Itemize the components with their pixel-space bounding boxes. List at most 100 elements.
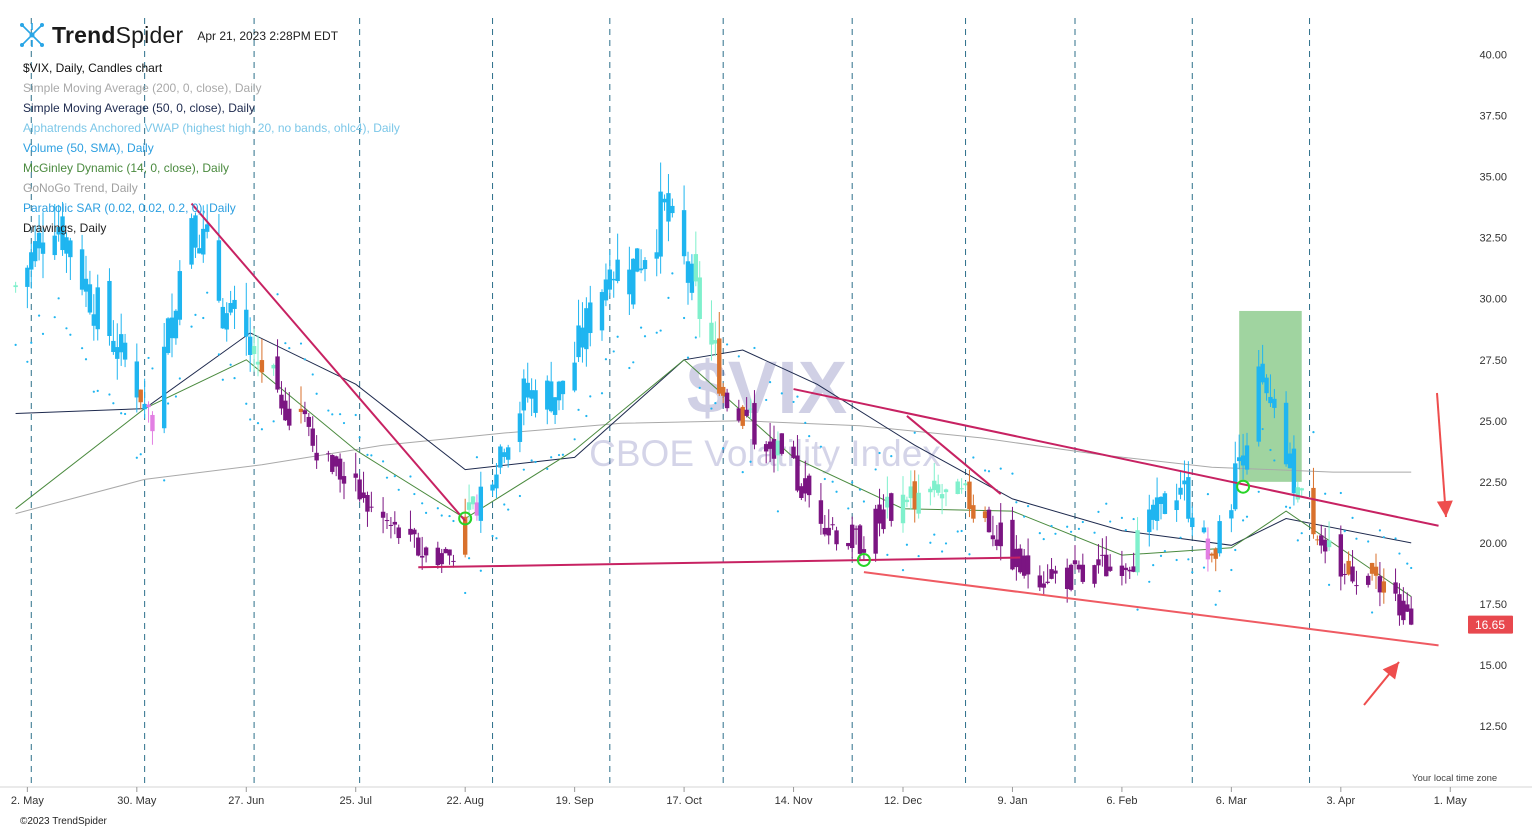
- candle-body: [165, 318, 171, 353]
- sar-dot: [686, 356, 690, 359]
- legend-item[interactable]: Simple Moving Average (200, 0, close), D…: [23, 81, 262, 95]
- x-tick-label: 9. Jan: [997, 795, 1027, 807]
- candle-body: [1264, 377, 1269, 394]
- y-tick-label: 30.00: [1479, 294, 1507, 306]
- candle-body: [204, 224, 210, 232]
- sar-dot: [901, 569, 905, 572]
- legend-item[interactable]: Parabolic SAR (0.02, 0.02, 0.2, 0), Dail…: [23, 201, 236, 215]
- candle-body: [552, 397, 558, 415]
- legend-item[interactable]: McGinley Dynamic (14, 0, close), Daily: [23, 161, 230, 175]
- candle-body: [693, 254, 699, 282]
- sar-dot: [1152, 564, 1155, 567]
- candle-body: [853, 528, 859, 530]
- candle-body: [68, 240, 73, 258]
- candle-body: [36, 232, 42, 249]
- candle-body: [572, 362, 577, 391]
- candle-body: [197, 248, 202, 254]
- candle-body: [283, 400, 288, 421]
- sar-dot: [1339, 491, 1342, 495]
- candle-body: [607, 269, 613, 290]
- sar-dot: [327, 409, 330, 412]
- candle-body: [380, 511, 386, 518]
- candle-body: [1393, 582, 1398, 594]
- sar-dot: [221, 378, 224, 381]
- candle-body: [767, 441, 773, 449]
- candle-body: [1408, 608, 1414, 625]
- trendline: [793, 388, 1439, 527]
- timezone-note[interactable]: Your local time zone: [1412, 773, 1498, 784]
- candle-body: [1045, 581, 1050, 583]
- sar-dot: [741, 471, 744, 474]
- sar-dot: [1284, 505, 1288, 508]
- sar-dot: [944, 542, 948, 545]
- candle-body: [1405, 604, 1410, 612]
- sar-dot: [659, 329, 662, 332]
- sar-dot: [507, 508, 510, 511]
- legend-item[interactable]: Alphatrends Anchored VWAP (highest high,…: [23, 121, 400, 135]
- candle-body: [916, 492, 921, 514]
- sar-dot: [1124, 528, 1127, 532]
- candle-body: [462, 516, 468, 555]
- sar-dot: [874, 468, 877, 471]
- sar-dot: [92, 390, 95, 393]
- sar-dot: [1011, 472, 1014, 475]
- candle-body: [1131, 566, 1136, 572]
- sar-dot: [123, 412, 127, 416]
- candle-body: [959, 488, 964, 490]
- candle-body: [13, 285, 18, 288]
- candle-body: [971, 505, 976, 519]
- copyright: ©2023 TrendSpider: [20, 816, 107, 827]
- candle-body: [494, 474, 499, 489]
- legend-item[interactable]: Simple Moving Average (50, 0, close), Da…: [23, 101, 255, 115]
- x-tick-label: 19. Sep: [556, 795, 594, 807]
- watermark-symbol: $VIX: [687, 346, 847, 429]
- sar-dot: [768, 380, 772, 384]
- candle-body: [685, 261, 691, 283]
- sar-dot: [1257, 490, 1260, 493]
- sar-dot: [80, 347, 84, 350]
- sar-dot: [41, 332, 45, 335]
- sar-dot: [1023, 515, 1026, 518]
- candle-body: [161, 346, 167, 429]
- candle-body: [912, 481, 917, 510]
- trendline: [190, 202, 466, 522]
- candle-body: [713, 340, 718, 344]
- candle-body: [115, 347, 120, 359]
- legend-item[interactable]: GoNoGo Trend, Daily: [23, 181, 138, 195]
- sar-dot: [1218, 590, 1221, 593]
- candle-body: [275, 356, 280, 390]
- legend-item[interactable]: Drawings, Daily: [23, 221, 107, 235]
- candle-body: [220, 306, 226, 329]
- sar-dot: [913, 431, 916, 434]
- sar-dot: [1300, 532, 1303, 535]
- sar-dot: [612, 350, 615, 353]
- candle-body: [87, 284, 93, 313]
- signal-circle: [1236, 479, 1251, 494]
- sar-dot: [65, 327, 68, 330]
- candle-body: [885, 496, 890, 508]
- sar-dot: [1398, 552, 1401, 555]
- y-tick-label: 15.00: [1479, 660, 1507, 672]
- sar-dot: [1159, 554, 1163, 557]
- sar-dot: [288, 347, 291, 350]
- candle-body: [1037, 575, 1043, 588]
- x-tick-label: 1. May: [1434, 795, 1468, 807]
- sar-dot: [546, 467, 549, 470]
- sar-dot: [1136, 608, 1139, 611]
- candle-body: [857, 525, 863, 554]
- candle-body: [908, 486, 914, 499]
- candle-body: [40, 242, 46, 254]
- sar-dot: [862, 500, 866, 503]
- candle-body: [849, 524, 855, 549]
- sar-dot: [245, 402, 248, 405]
- sar-dot: [276, 293, 279, 296]
- sar-dot: [421, 502, 424, 505]
- candle-body: [193, 215, 198, 248]
- sar-dot: [393, 475, 396, 478]
- candle-body: [1283, 402, 1289, 465]
- legend-item[interactable]: Volume (50, SMA), Daily: [23, 141, 154, 155]
- sar-dot: [804, 421, 807, 425]
- candle-body: [994, 539, 1000, 546]
